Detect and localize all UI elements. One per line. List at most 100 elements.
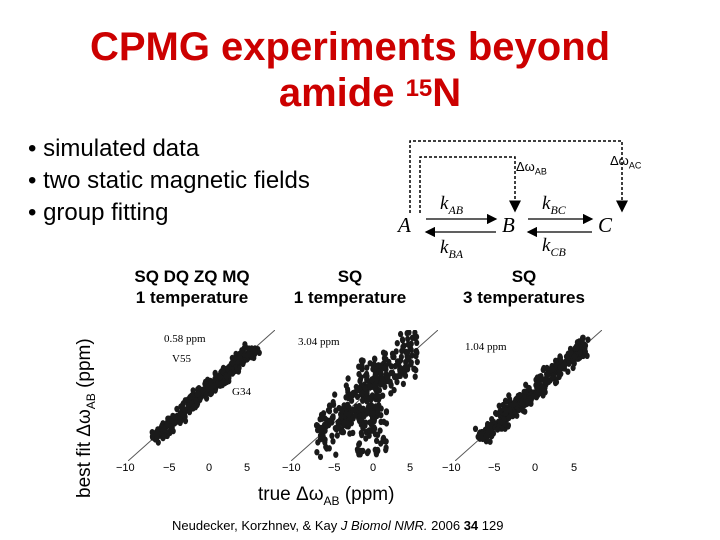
scatter-panel-1: 0.58 ppm V55 G34 — [128, 330, 275, 461]
scatter-point — [378, 440, 384, 447]
bullet-item: simulated data — [28, 133, 310, 165]
scatter-point — [378, 370, 384, 377]
scatter-point — [212, 382, 218, 389]
scatter-point — [196, 385, 202, 392]
scatter-point — [408, 361, 414, 368]
scatter-point — [330, 398, 336, 406]
scatter-point — [208, 390, 215, 397]
scatter-point — [317, 453, 324, 461]
scatter-point — [553, 357, 559, 364]
scatter-point — [403, 363, 409, 370]
scatter-point — [326, 445, 332, 452]
scatter-point — [314, 449, 320, 456]
scatter-point — [519, 400, 525, 407]
scatter-point — [372, 356, 378, 363]
scatter-point — [364, 364, 370, 371]
panel2-tick: −10 — [282, 462, 301, 474]
bullet-item: two static magnetic fields — [28, 165, 310, 197]
scatter-point — [170, 427, 176, 435]
dw-ac-label: ΔωAC — [610, 153, 642, 171]
scatter-point — [493, 409, 499, 417]
scatter-point — [369, 377, 375, 384]
dw-ab-label: ΔωAB — [516, 159, 547, 177]
panel1-tick: −5 — [163, 462, 176, 474]
scatter-point — [155, 439, 161, 446]
panel1-heading: SQ DQ ZQ MQ 1 temperature — [116, 266, 268, 308]
scatter-point — [568, 349, 574, 356]
scatter-point — [517, 391, 523, 399]
scatter-plot-2 — [291, 330, 438, 461]
scatter-point — [556, 371, 562, 379]
scatter-point — [366, 396, 372, 403]
scatter-point — [174, 405, 180, 413]
scatter-point — [354, 393, 361, 400]
rate-k-bc: kBC — [542, 193, 566, 217]
scatter-point — [364, 370, 370, 378]
rate-k-ab: kAB — [440, 193, 464, 217]
scatter-point — [194, 401, 200, 408]
scatter-point — [355, 447, 361, 455]
scatter-point — [345, 375, 351, 382]
scatter-point — [381, 418, 387, 425]
scatter-point — [497, 408, 503, 415]
scatter-point — [358, 429, 364, 437]
scatter-point — [197, 396, 203, 403]
panel1-heading-line2: 1 temperature — [135, 288, 249, 307]
scatter-point — [534, 384, 540, 391]
scatter-point — [168, 423, 174, 430]
scatter-point — [239, 347, 245, 354]
scatter-point — [195, 390, 201, 398]
scatter-point — [367, 383, 373, 390]
scatter-point — [404, 330, 410, 337]
citation: Neudecker, Korzhnev, & Kay J Biomol NMR.… — [172, 518, 503, 533]
panel3-heading-line1: SQ — [511, 267, 537, 286]
scatter-panel-2: 3.04 ppm — [291, 330, 438, 461]
scatter-point — [383, 356, 389, 363]
scatter-point — [584, 352, 590, 359]
scatter-point — [503, 407, 509, 414]
scatter-point — [402, 372, 409, 379]
scatter-point — [394, 378, 400, 386]
panel1-annotation-g34: G34 — [232, 386, 251, 398]
scatter-plot-3 — [455, 330, 602, 461]
scatter-point — [359, 362, 365, 369]
scatter-points — [149, 341, 262, 446]
panel2-tick: 0 — [370, 462, 377, 474]
scatter-point — [319, 415, 325, 422]
x-axis-label: true ΔωAB (ppm) — [258, 484, 395, 508]
scatter-point — [356, 417, 363, 425]
title-prefix: amide — [278, 71, 406, 115]
scatter-point — [377, 393, 383, 401]
scatter-point — [571, 352, 578, 360]
scatter-point — [364, 376, 370, 383]
scatter-point — [489, 432, 495, 440]
scatter-point — [394, 340, 400, 347]
scatter-point — [243, 344, 249, 351]
scatter-point — [190, 387, 196, 394]
scatter-point — [565, 368, 571, 375]
scatter-point — [398, 357, 404, 364]
scatter-point — [378, 412, 384, 419]
citation-authors: Neudecker, Korzhnev, & Kay — [172, 518, 341, 533]
scatter-point — [203, 391, 209, 398]
scatter-point — [346, 411, 352, 418]
scatter-point — [536, 379, 542, 386]
scatter-plot-1 — [128, 330, 275, 461]
rate-k-cb: kCB — [542, 235, 566, 259]
scatter-point — [345, 401, 351, 408]
scatter-point — [383, 371, 389, 378]
panel2-heading-line1: SQ — [337, 267, 363, 286]
scatter-point — [390, 369, 396, 377]
scatter-point — [358, 374, 364, 381]
scatter-point — [522, 408, 528, 415]
exchange-scheme-diagram: A B C kAB kBA kBC kCB ΔωAB ΔωAC — [396, 135, 652, 265]
citation-pages: 129 — [478, 518, 504, 533]
scatter-point — [161, 426, 167, 433]
scatter-point — [489, 416, 495, 423]
panel2-heading-line2: 1 temperature — [293, 288, 407, 307]
y-axis-label: best fit ΔωAB (ppm) — [74, 338, 98, 498]
scatter-point — [364, 407, 370, 415]
scatter-point — [333, 407, 339, 414]
scatter-point — [212, 370, 218, 378]
panel2-heading: SQ 1 temperature — [276, 266, 424, 308]
